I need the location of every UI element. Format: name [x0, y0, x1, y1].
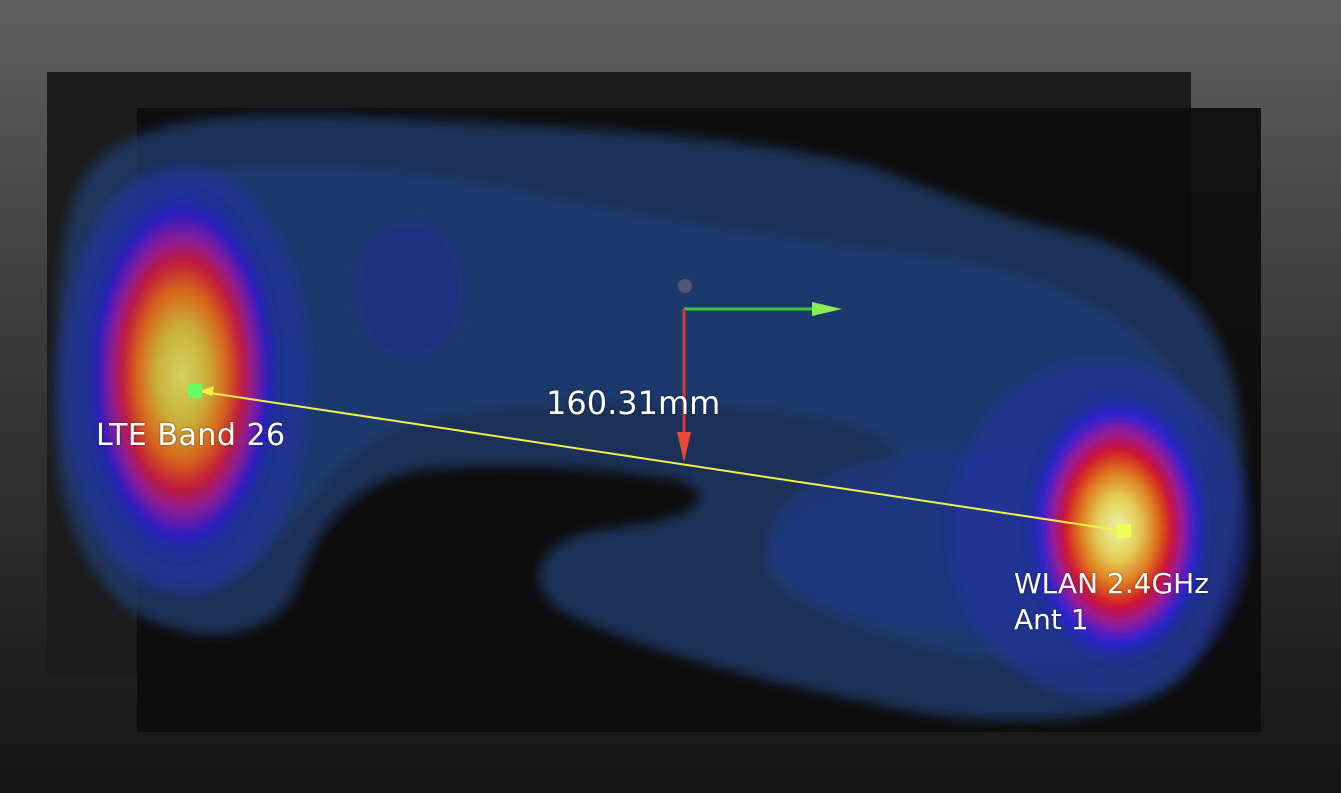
measurement-distance-label: 160.31mm: [546, 384, 721, 422]
antenna-label-lte: LTE Band 26: [96, 418, 286, 453]
y-axis-arrow-icon: [677, 432, 691, 462]
antenna-marker-lte[interactable]: [188, 384, 202, 398]
hotspot-wlan: [950, 360, 1250, 700]
measurement-line: [196, 390, 1125, 532]
measurement-arrow-icon: [200, 386, 214, 396]
antenna-marker-wlan[interactable]: [1117, 524, 1131, 538]
axes-gizmo[interactable]: [677, 279, 842, 462]
hotspot-lte: [60, 165, 310, 595]
antenna-label-wlan: WLAN 2.4GHz Ant 1: [1014, 567, 1209, 636]
origin-marker-icon: [678, 279, 692, 293]
x-axis-arrow-icon: [812, 302, 842, 316]
